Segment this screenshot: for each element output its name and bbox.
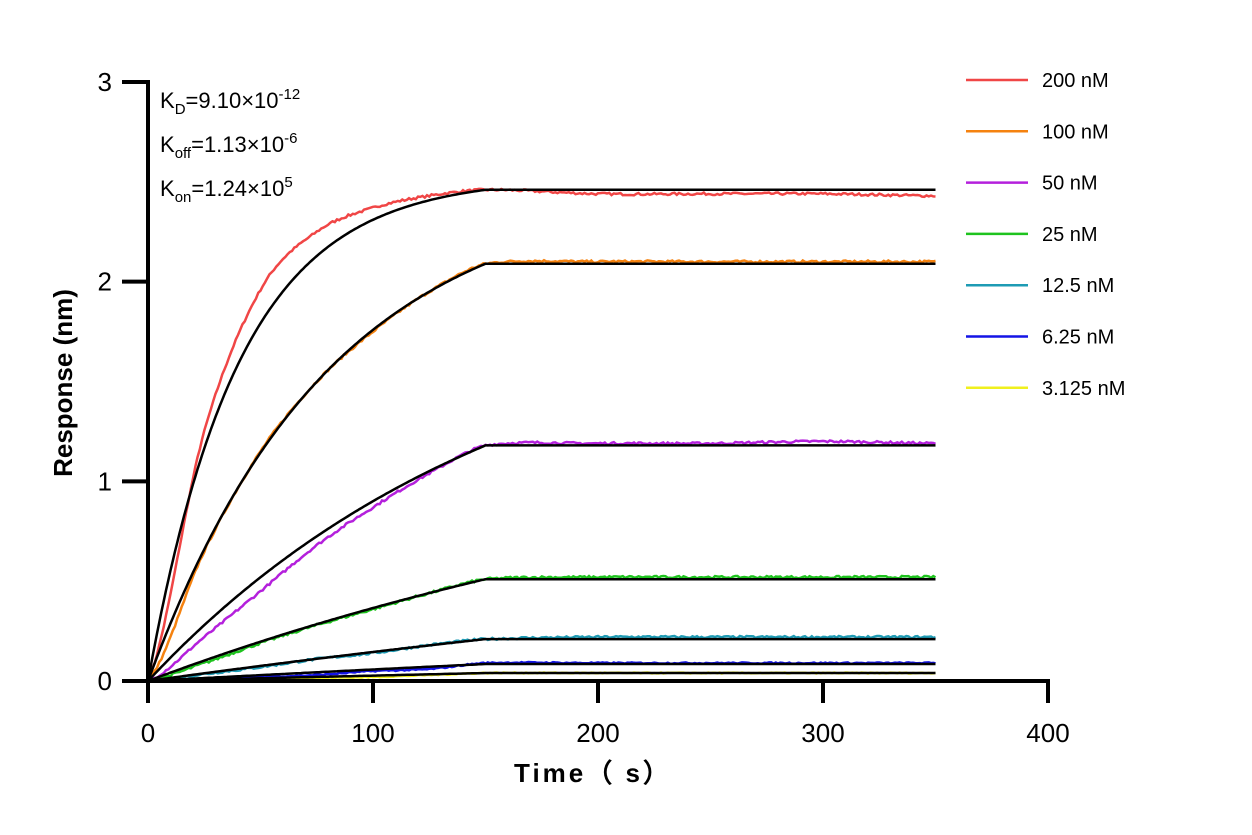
y-tick-label: 2 xyxy=(98,267,112,297)
koff-annotation: Koff=1.13×10-6 xyxy=(160,130,297,162)
x-tick-label: 300 xyxy=(801,718,844,748)
fit-curve-50-nM xyxy=(147,444,936,682)
axes xyxy=(146,80,1050,683)
annotation-block: KD=9.10×10-12 Koff=1.13×10-6 Kon=1.24×10… xyxy=(160,86,300,206)
legend-label: 200 nM xyxy=(1042,70,1109,92)
kd-annotation: KD=9.10×10-12 xyxy=(160,86,300,118)
fit-curve-100-nM xyxy=(146,262,936,682)
data-curve-50-nM xyxy=(147,439,936,683)
curves-layer xyxy=(146,187,937,683)
fit-curve-200-nM xyxy=(146,188,936,682)
legend-label: 100 nM xyxy=(1042,121,1109,143)
y-tick-label: 0 xyxy=(98,666,112,696)
legend-label: 25 nM xyxy=(1042,224,1098,246)
y-tick-label: 1 xyxy=(98,466,112,496)
ticks: 0 100 200 300 400 0 1 2 3 xyxy=(98,67,1070,748)
legend: 200 nM 100 nM 50 nM 25 nM 12.5 nM 6.25 nM 3.12… xyxy=(966,70,1125,400)
fit-curve-3-125-nM xyxy=(147,671,936,683)
data-curve-100-nM xyxy=(146,258,936,682)
x-tick-label: 200 xyxy=(576,718,619,748)
legend-label: 50 nM xyxy=(1042,173,1098,195)
y-tick-label: 3 xyxy=(98,67,112,97)
legend-label: 6.25 nM xyxy=(1042,327,1114,349)
legend-label: 3.125 nM xyxy=(1042,378,1125,400)
fit-curve-25-nM xyxy=(147,577,936,683)
fit-curve-12-5-nM xyxy=(147,637,936,683)
y-axis-label: Response (nm) xyxy=(48,289,78,477)
x-tick-label: 100 xyxy=(351,718,394,748)
data-curve-200-nM xyxy=(146,187,936,682)
x-tick-label: 0 xyxy=(141,718,155,748)
legend-label: 12.5 nM xyxy=(1042,275,1114,297)
kon-annotation: Kon=1.24×105 xyxy=(160,174,293,206)
x-axis-label: Time（ s） xyxy=(514,758,672,788)
x-tick-label: 400 xyxy=(1026,718,1069,748)
fit-curve-6-25-nM xyxy=(147,662,936,683)
